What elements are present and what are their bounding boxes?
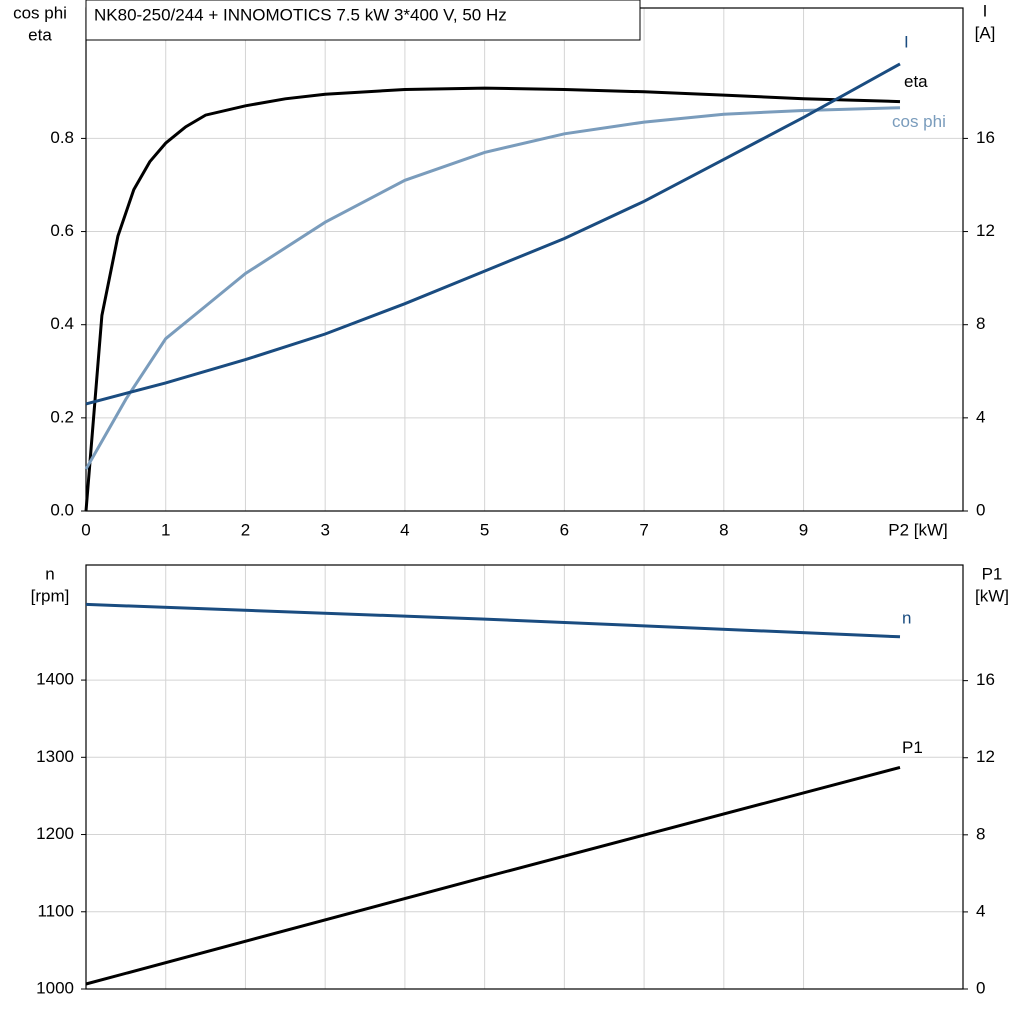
y-tick-label: 1000 bbox=[36, 978, 74, 997]
y2-tick-label: 8 bbox=[976, 314, 985, 333]
x-tick-label: 5 bbox=[480, 520, 489, 539]
y2-tick-label: 0 bbox=[976, 978, 985, 997]
series-label: P1 bbox=[902, 738, 923, 757]
y2-tick-label: 12 bbox=[976, 747, 995, 766]
series-line bbox=[84, 106, 901, 470]
y-axis-label: [rpm] bbox=[31, 586, 70, 605]
x-tick-label: 7 bbox=[639, 520, 648, 539]
y2-axis-label: [A] bbox=[975, 23, 996, 42]
y2-tick-label: 4 bbox=[976, 901, 985, 920]
y2-tick-label: 16 bbox=[976, 128, 995, 147]
plot-frame bbox=[85, 564, 964, 990]
series-line bbox=[85, 765, 901, 986]
x-tick-label: 6 bbox=[560, 520, 569, 539]
x-tick-label: 1 bbox=[161, 520, 170, 539]
series-label: cos phi bbox=[892, 112, 946, 131]
y2-axis-label: P1 bbox=[982, 564, 1003, 583]
chart-title: NK80-250/244 + INNOMOTICS 7.5 kW 3*400 V… bbox=[94, 5, 507, 24]
y-axis-label: cos phi bbox=[13, 3, 67, 22]
y-tick-label: 1300 bbox=[36, 747, 74, 766]
y2-tick-label: 12 bbox=[976, 221, 995, 240]
y2-axis-label: I bbox=[983, 1, 988, 20]
y-tick-label: 1200 bbox=[36, 824, 74, 843]
series-line bbox=[85, 602, 901, 639]
x-tick-label: 8 bbox=[719, 520, 728, 539]
plot-frame bbox=[85, 7, 964, 512]
y-tick-label: 0.2 bbox=[50, 407, 74, 426]
x-axis-label: P2 [kW] bbox=[888, 520, 948, 539]
y-tick-label: 0.4 bbox=[50, 314, 74, 333]
series-label: eta bbox=[904, 72, 928, 91]
series-label: n bbox=[902, 608, 911, 627]
y2-tick-label: 0 bbox=[976, 500, 985, 519]
series-label: I bbox=[904, 32, 909, 51]
x-tick-label: 0 bbox=[81, 520, 90, 539]
x-tick-label: 9 bbox=[799, 520, 808, 539]
y2-tick-label: 16 bbox=[976, 670, 995, 689]
series-line bbox=[84, 86, 901, 512]
x-tick-label: 4 bbox=[400, 520, 409, 539]
x-tick-label: 3 bbox=[320, 520, 329, 539]
y-tick-label: 0.8 bbox=[50, 128, 74, 147]
y2-tick-label: 4 bbox=[976, 407, 985, 426]
y2-tick-label: 8 bbox=[976, 824, 985, 843]
y2-axis-label: [kW] bbox=[975, 586, 1009, 605]
x-tick-label: 2 bbox=[241, 520, 250, 539]
y-tick-label: 1400 bbox=[36, 670, 74, 689]
y-tick-label: 0.0 bbox=[50, 500, 74, 519]
title-box bbox=[85, 0, 641, 41]
y-tick-label: 1100 bbox=[37, 901, 74, 920]
y-axis-label: eta bbox=[28, 25, 52, 44]
y-tick-label: 0.6 bbox=[50, 221, 74, 240]
series-line bbox=[85, 62, 901, 406]
y-axis-label: n bbox=[45, 564, 54, 583]
